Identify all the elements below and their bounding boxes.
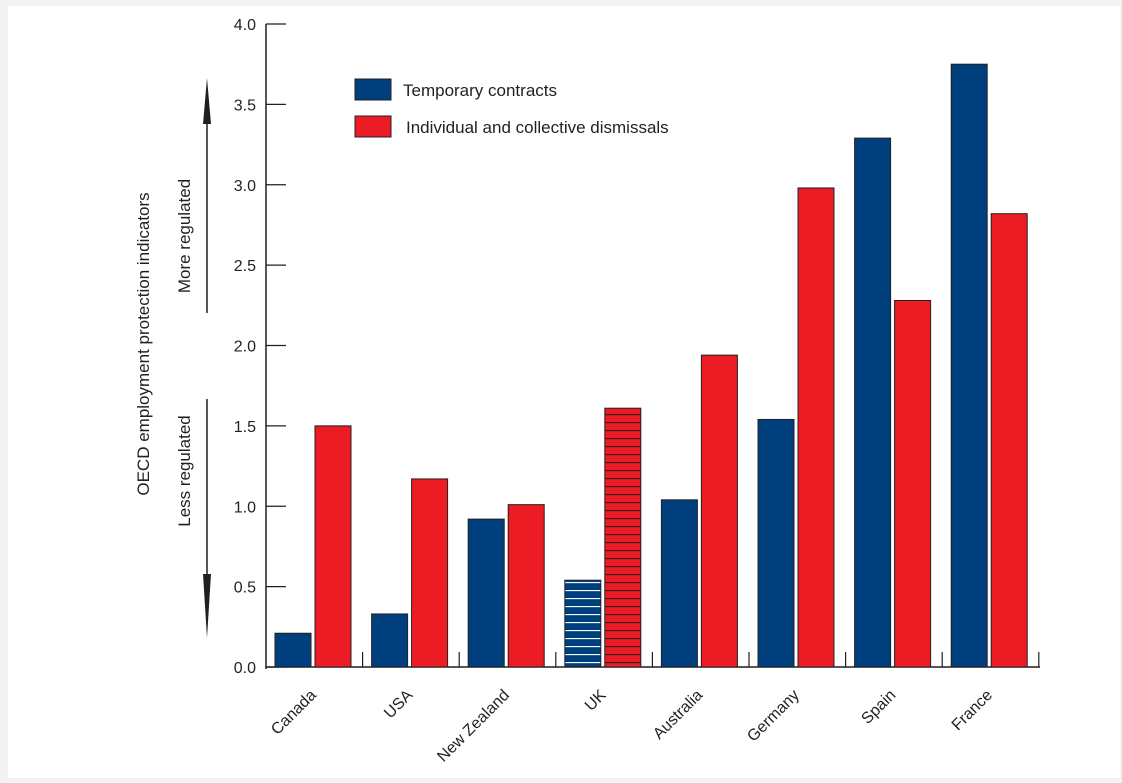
- annotation-less-regulated: Less regulated: [175, 415, 194, 527]
- bar-usa-temporary: [371, 613, 409, 668]
- legend-swatch-dismissals: [354, 115, 392, 138]
- y-tick-label: 1.5: [234, 419, 256, 436]
- annotation-down-arrow-head: [203, 574, 211, 638]
- bar-france-temporary: [950, 63, 988, 668]
- x-tick-label: France: [949, 687, 996, 734]
- legend-label-temporary-contracts: Temporary contracts: [403, 81, 557, 100]
- legend-label-dismissals: Individual and collective dismissals: [406, 118, 669, 137]
- x-tick-label: Canada: [268, 687, 320, 739]
- x-tick-label: Australia: [650, 687, 706, 743]
- x-tick-label: UK: [582, 687, 610, 715]
- y-tick-label: 3.5: [234, 97, 256, 114]
- bar-canada-dismissals: [314, 425, 352, 668]
- legend: Temporary contracts Individual and colle…: [354, 78, 669, 138]
- bar-usa-dismissals: [411, 478, 449, 668]
- bar-germany-temporary: [757, 418, 795, 668]
- bar-canada-temporary: [274, 632, 312, 668]
- bar-group: [274, 63, 1028, 668]
- y-tick-label: 0.5: [234, 580, 256, 597]
- x-axis-labels: Canada USA New Zealand UK Australia Germany Sp…: [268, 687, 996, 766]
- bar-france-dismissals: [990, 213, 1028, 668]
- y-tick-label: 2.0: [234, 339, 256, 356]
- y-tick-label: 0.0: [234, 660, 256, 677]
- x-tick-label: USA: [381, 687, 417, 723]
- bar-australia-dismissals: [700, 354, 738, 668]
- bar-spain-temporary: [854, 137, 892, 668]
- annotation-more-regulated: More regulated: [175, 179, 194, 293]
- y-tick-label: 2.5: [234, 258, 256, 275]
- bar-chart: OECD employment protection indicators Mo…: [134, 17, 1040, 766]
- x-axis-ticks: [362, 652, 1040, 667]
- y-axis-title: OECD employment protection indicators: [134, 192, 153, 495]
- legend-swatch-temporary-contracts: [354, 78, 392, 101]
- y-tick-label: 1.0: [234, 499, 256, 516]
- bar-australia-temporary: [660, 499, 698, 668]
- y-tick-label: 4.0: [234, 17, 256, 34]
- x-tick-label: Germany: [744, 687, 803, 746]
- x-tick-label: Spain: [858, 687, 899, 728]
- annotation-up-arrow-head: [203, 78, 211, 124]
- x-tick-label: New Zealand: [434, 687, 513, 766]
- y-tick-label: 3.0: [234, 178, 256, 195]
- bar-spain-dismissals: [894, 299, 932, 668]
- bar-germany-dismissals: [797, 187, 835, 668]
- bar-new-zealand-dismissals: [507, 504, 545, 668]
- chart-figure: OECD employment protection indicators Mo…: [8, 6, 1120, 778]
- y-axis-ticks: 0.0 0.5 1.0 1.5 2.0 2.5 3.0 3.5 4.0: [234, 17, 286, 677]
- bar-new-zealand-temporary: [467, 518, 505, 668]
- bar-uk-dismissals: [604, 407, 642, 668]
- bar-uk-temporary: [564, 579, 602, 668]
